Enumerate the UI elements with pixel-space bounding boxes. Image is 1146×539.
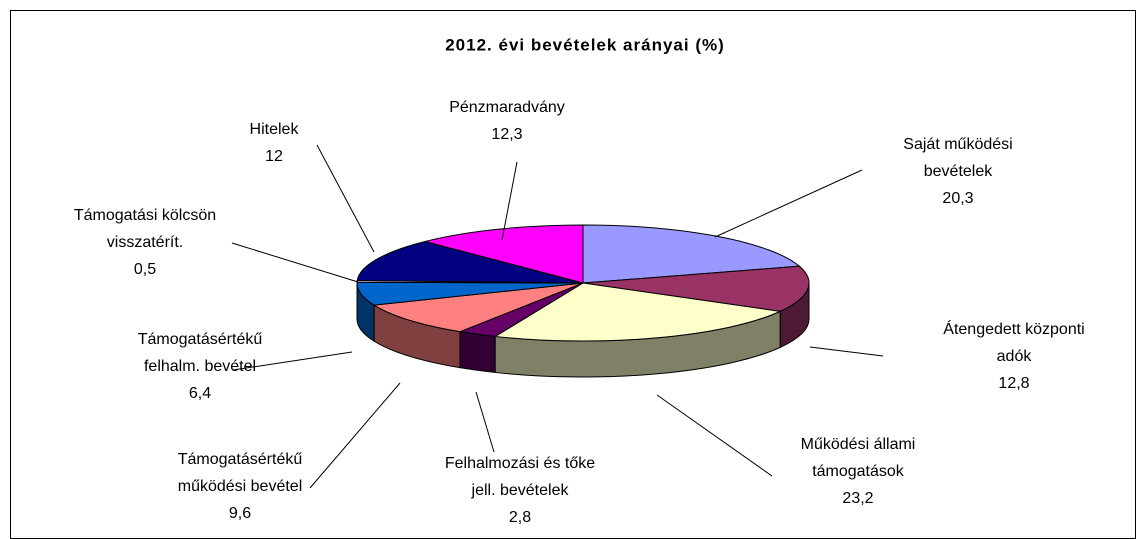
slice-label: Saját működési bevételek (903, 136, 1012, 180)
slice-label: Hitelek (250, 121, 300, 138)
chart-title: 2012. évi bevételek arányai (%) (445, 35, 725, 54)
slice-label: Működési állami támogatások (801, 436, 916, 480)
label-line: Működési állami (801, 436, 916, 453)
leader-line (316, 144, 375, 253)
pie-side (459, 331, 496, 373)
value-label: 9,6 (229, 505, 251, 522)
leader-line (475, 391, 495, 453)
value-label: 12,8 (998, 375, 1029, 392)
leader-line (809, 346, 884, 357)
leader-line (501, 161, 518, 241)
pie-slice (424, 224, 584, 284)
value-label: 23,2 (842, 490, 873, 507)
label-line: Pénzmaradvány (449, 99, 565, 116)
slice-label: Támogatási kölcsön visszatérít. (74, 207, 216, 251)
pie-slice (493, 282, 782, 342)
value-label: 2,8 (509, 509, 531, 526)
leader-line (231, 242, 359, 283)
slice-label: Támogatásértékű felhalm. bevétel (138, 331, 263, 375)
label-line: támogatások (812, 463, 905, 480)
label-line: bevételek (924, 163, 993, 180)
label-line: Felhalmozási és tőke (445, 455, 595, 472)
label-line: jell. bevételek (471, 482, 570, 499)
slice-label: Pénzmaradvány (449, 99, 565, 116)
pie-slice (582, 224, 801, 284)
slice-label: Támogatásértékű működési bevétel (178, 451, 303, 495)
pie-slice (582, 265, 810, 312)
label-line: Támogatási kölcsön (74, 207, 216, 224)
label-line: Átengedett központi (943, 319, 1084, 338)
label-line: Támogatásértékű (138, 331, 263, 348)
label-line: Saját működési (903, 136, 1012, 153)
value-label: 12,3 (491, 126, 522, 143)
value-label: 12 (265, 148, 283, 165)
leader-line (656, 394, 773, 477)
pie-slice (372, 282, 584, 333)
value-label: 0,5 (134, 261, 156, 278)
label-line: működési bevétel (178, 478, 303, 495)
label-line: Hitelek (250, 121, 300, 138)
label-line: felhalm. bevétel (144, 358, 256, 375)
slice-label: Átengedett központi adók (943, 319, 1084, 365)
value-label: 6,4 (189, 385, 211, 402)
leader-line (714, 169, 863, 238)
leader-line (232, 351, 353, 371)
slice-label: Felhalmozási és tőke jell. bevételek (445, 455, 595, 499)
pie-slice (356, 240, 584, 284)
value-label: 20,3 (942, 190, 973, 207)
leader-line (309, 382, 401, 489)
label-line: Támogatásértékű (178, 451, 303, 468)
label-line: adók (997, 348, 1033, 365)
label-line: visszatérít. (107, 234, 183, 251)
